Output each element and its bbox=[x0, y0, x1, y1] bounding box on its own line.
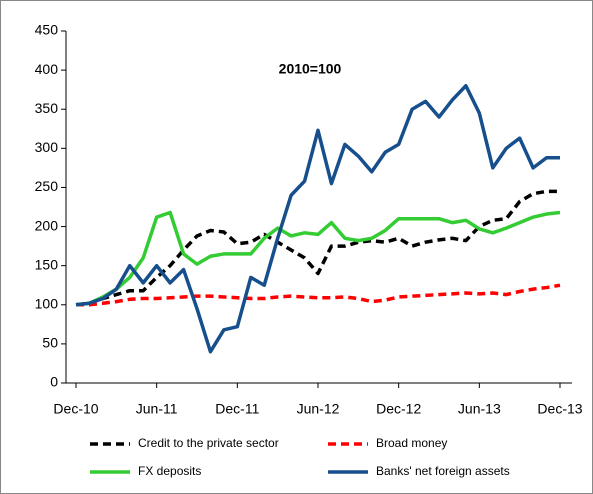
legend-label: Banks' net foreign assets bbox=[376, 464, 510, 478]
legend-label: Credit to the private sector bbox=[138, 436, 279, 450]
y-tick-label: 350 bbox=[35, 100, 59, 116]
legend-label: Broad money bbox=[376, 436, 447, 450]
series-line bbox=[75, 210, 561, 307]
y-tick-label: 250 bbox=[35, 178, 59, 194]
x-tick-label: Dec-12 bbox=[376, 401, 421, 417]
series-line bbox=[75, 189, 560, 307]
y-tick-label: 400 bbox=[35, 61, 59, 77]
y-tick-label: 200 bbox=[35, 217, 59, 233]
x-tick-label: Jun-13 bbox=[458, 401, 501, 417]
series-line bbox=[75, 84, 560, 354]
x-tick-label: Dec-10 bbox=[53, 401, 98, 417]
y-tick-label: 300 bbox=[35, 139, 59, 155]
series-line bbox=[76, 283, 561, 307]
x-tick-label: Dec-13 bbox=[537, 401, 582, 417]
y-tick-label: 0 bbox=[50, 374, 58, 390]
x-tick-label: Dec-11 bbox=[215, 401, 259, 417]
y-tick-label: 450 bbox=[35, 22, 59, 38]
x-tick-label: Jun-11 bbox=[136, 401, 178, 417]
y-tick-label: 150 bbox=[35, 256, 59, 272]
annotation: 2010=100 bbox=[279, 61, 342, 77]
legend-label: FX deposits bbox=[138, 464, 201, 478]
y-tick-label: 50 bbox=[42, 335, 58, 351]
y-tick-label: 100 bbox=[35, 295, 59, 311]
x-tick-label: Jun-12 bbox=[297, 401, 340, 417]
